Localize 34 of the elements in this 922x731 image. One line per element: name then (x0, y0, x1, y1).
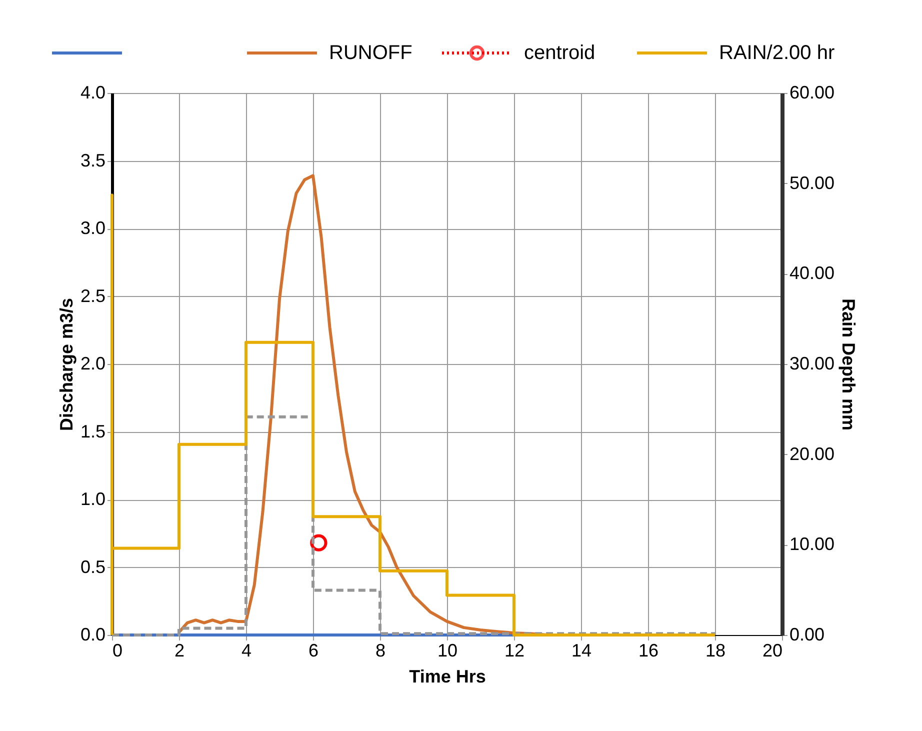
y-tick-label: 2.5 (80, 286, 106, 306)
legend-label: centroid (524, 42, 596, 64)
y-tick-label: 2.0 (80, 354, 106, 374)
x-tick-label: 2 (174, 640, 185, 660)
x-tick-label: 8 (375, 640, 386, 660)
x-tick-label: 10 (437, 640, 458, 660)
x-tick-label: 14 (571, 640, 592, 660)
line-series (110, 194, 716, 636)
x-tick-label: 16 (638, 640, 659, 660)
legend-label: RAIN/2.00 hr (719, 42, 835, 64)
y-tick-label: 0.0 (80, 624, 106, 644)
y2-tick-label: 10.00 (790, 534, 835, 554)
x-tick-label: 18 (705, 640, 726, 660)
y2-tick-label: 40.00 (790, 263, 835, 284)
x-tick-label: 6 (308, 640, 319, 660)
legend-label: RUNOFF (329, 42, 412, 64)
y2-axis-title: Rain Depth mm (838, 298, 859, 431)
y-tick-label: 3.0 (80, 218, 106, 238)
y2-tick-label: 20.00 (790, 444, 835, 464)
y-tick-label: 0.5 (80, 556, 106, 577)
y2-tick-label: 0.00 (790, 624, 825, 644)
y-tick-label: 1.0 (80, 489, 106, 509)
y2-tick-label: 30.00 (790, 354, 835, 374)
y-axis-title: Discharge m3/s (56, 298, 76, 432)
y2-tick-label: 60.00 (790, 82, 835, 102)
y2-tick-label: 50.00 (790, 172, 835, 193)
x-tick-label: 4 (241, 640, 252, 660)
x-tick-label: 20 (762, 640, 782, 660)
x-tick-label: 0 (112, 640, 123, 660)
x-tick-label: 12 (504, 640, 525, 660)
y-tick-label: 4.0 (80, 82, 106, 102)
y-tick-label: 3.5 (80, 150, 106, 170)
y-tick-label: 1.5 (80, 421, 106, 442)
x-axis-title: Time Hrs (409, 666, 486, 686)
